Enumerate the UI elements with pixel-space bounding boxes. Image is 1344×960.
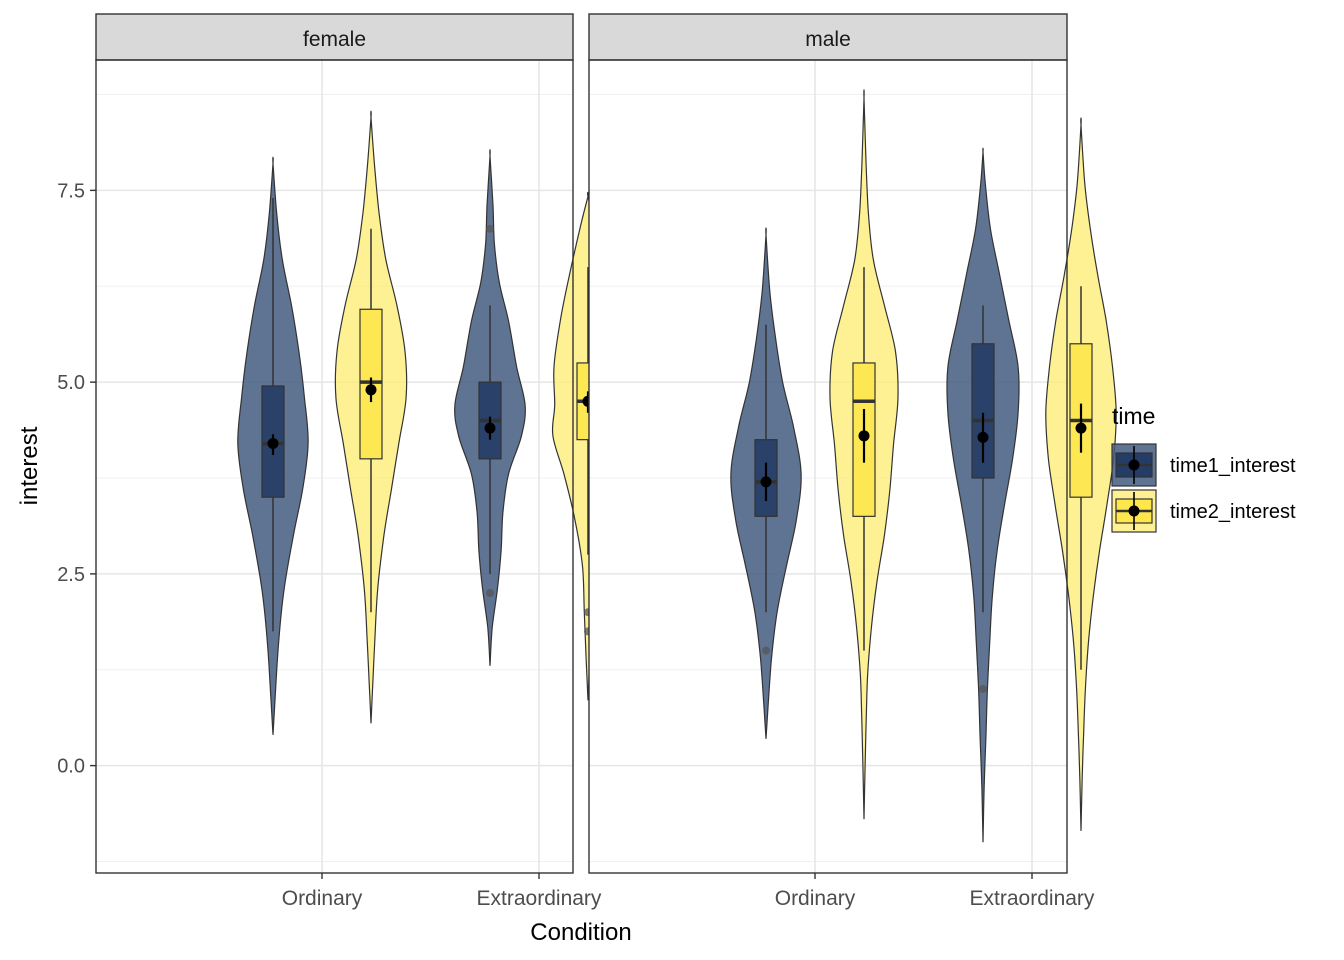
x-tick-label: Ordinary (282, 887, 363, 910)
box (971, 343, 995, 479)
outlier-point (762, 646, 770, 655)
facets-layer: female male (95, 13, 1117, 874)
legend-key-mean (1128, 459, 1140, 471)
facet-strip-male (588, 13, 1068, 61)
facet-panel-female: female (95, 13, 625, 874)
x-tick-label: Ordinary (775, 887, 856, 910)
violin-group-time2_interest-ordinary (334, 110, 408, 724)
legend-entry-time2_interest: time2_interest (1111, 489, 1296, 533)
facet-strip-female (95, 13, 574, 61)
violin-group-time1_interest-extraordinary (454, 149, 526, 666)
outlier-point (486, 589, 494, 598)
y-axis-title: interest (16, 426, 43, 505)
mean-point (977, 431, 989, 443)
x-tick-label: Extraordinary (477, 887, 602, 910)
outlier-point (979, 684, 987, 693)
panel-border (588, 59, 1068, 874)
mean-point (365, 384, 377, 396)
mean-point (484, 422, 496, 434)
mean-point (760, 476, 772, 488)
legend-items: time1_interest time2_interest (1111, 443, 1296, 533)
violin-group-time2_interest-extraordinary (1045, 117, 1117, 831)
x-axis-title: Condition (530, 919, 631, 946)
axes-layer: Ordinary Extraordinary Ordinary Extraordina… (57, 180, 1095, 910)
mean-point (267, 437, 279, 449)
violin-group-time2_interest-ordinary (829, 89, 899, 820)
legend-entry-time1_interest: time1_interest (1111, 443, 1296, 487)
y-tick-label: 0.0 (57, 756, 85, 778)
panel-border (95, 59, 574, 874)
facet-panel-male: male (588, 13, 1117, 874)
outlier-point (486, 224, 494, 233)
legend-key-mean (1128, 505, 1140, 517)
legend-label: time2_interest (1170, 501, 1296, 523)
y-tick-label: 2.5 (57, 564, 85, 586)
facet-label-male: male (805, 28, 851, 51)
mean-point (858, 430, 870, 442)
legend-label: time1_interest (1170, 455, 1296, 477)
mean-point (1075, 422, 1087, 434)
violin-group-time1_interest-ordinary (730, 227, 802, 739)
violin-group-time1_interest-extraordinary (946, 147, 1020, 843)
violin-group-time1_interest-ordinary (237, 156, 309, 735)
legend: time time1_interest time2_interest (1111, 403, 1296, 533)
legend-title: time (1112, 403, 1155, 429)
y-tick-label: 5.0 (57, 372, 85, 394)
x-tick-label: Extraordinary (970, 887, 1095, 910)
facet-label-female: female (303, 28, 366, 51)
y-tick-label: 7.5 (57, 180, 85, 202)
